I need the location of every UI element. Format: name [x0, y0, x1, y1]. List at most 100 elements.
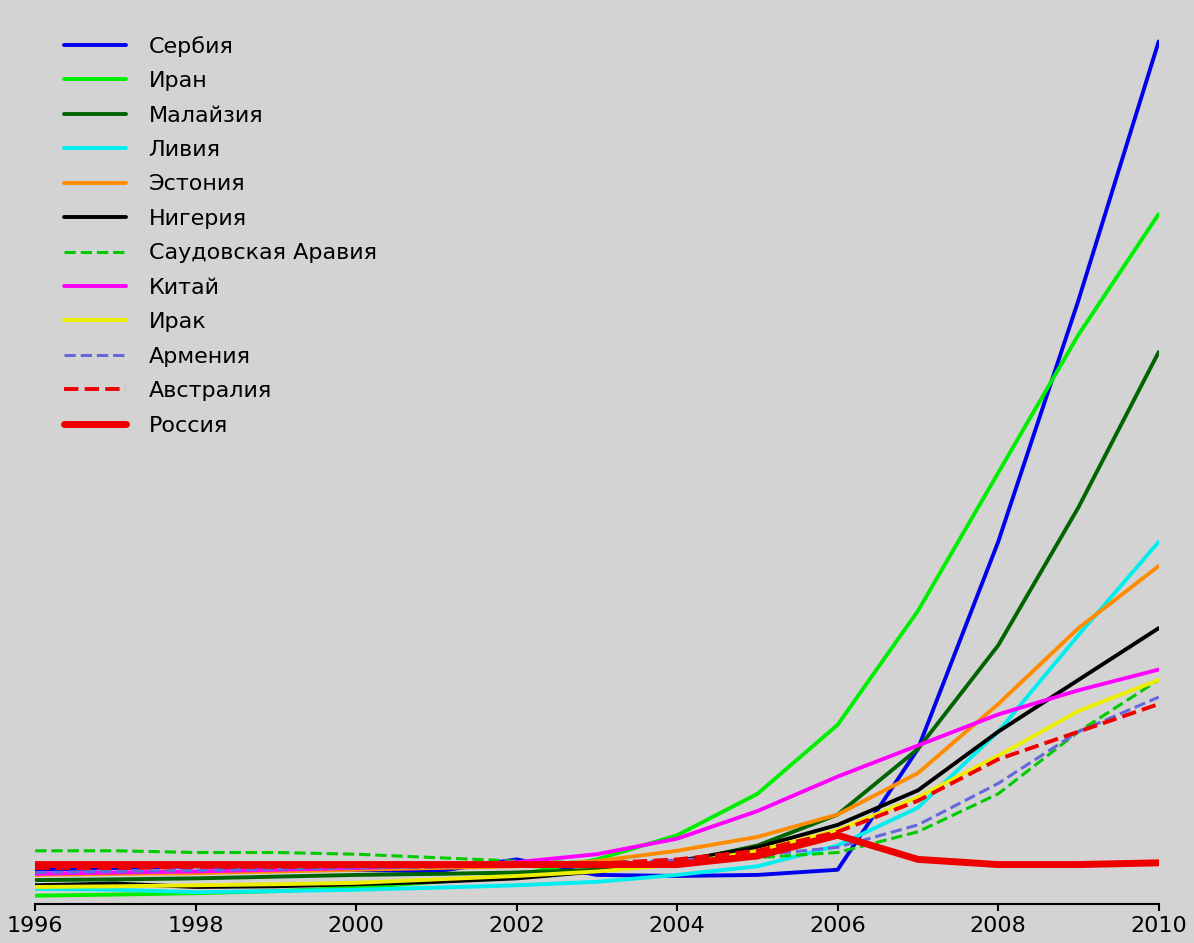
- Line: Малайзия: Малайзия: [35, 352, 1158, 880]
- Нигерия: [269, 881, 283, 892]
- Саудовская Аравия: [510, 855, 524, 867]
- Австралия: [1151, 699, 1165, 710]
- Нигерия: [991, 726, 1005, 737]
- Нигерия: [1151, 622, 1165, 634]
- Австралия: [1071, 726, 1085, 737]
- Line: Иран: Иран: [35, 214, 1158, 896]
- Армения: [750, 850, 764, 861]
- Малайзия: [590, 864, 604, 875]
- Ливия: [911, 802, 925, 813]
- Иран: [1151, 208, 1165, 220]
- Иран: [430, 876, 444, 887]
- Ливия: [27, 883, 42, 894]
- Нигерия: [750, 842, 764, 853]
- Сербия: [911, 743, 925, 754]
- Ливия: [109, 885, 123, 896]
- Китай: [27, 869, 42, 880]
- Малайзия: [510, 867, 524, 878]
- Россия: [750, 851, 764, 862]
- Line: Ирак: Ирак: [35, 680, 1158, 887]
- Ирак: [911, 791, 925, 802]
- Нигерия: [349, 879, 363, 890]
- Line: Саудовская Аравия: Саудовская Аравия: [35, 680, 1158, 863]
- Россия: [109, 859, 123, 870]
- Line: Нигерия: Нигерия: [35, 628, 1158, 887]
- Ирак: [1071, 705, 1085, 717]
- Сербия: [1151, 36, 1165, 47]
- Россия: [1071, 859, 1085, 870]
- Австралия: [109, 862, 123, 873]
- Ливия: [349, 885, 363, 896]
- Line: Ливия: Ливия: [35, 542, 1158, 892]
- Саудовская Аравия: [1151, 674, 1165, 686]
- Россия: [590, 859, 604, 870]
- Китай: [831, 770, 845, 782]
- Нигерия: [430, 876, 444, 887]
- Ирак: [670, 859, 684, 870]
- Иран: [269, 885, 283, 897]
- Армения: [831, 842, 845, 853]
- Нигерия: [911, 785, 925, 796]
- Австралия: [590, 858, 604, 869]
- Сербия: [991, 537, 1005, 548]
- Эстония: [269, 866, 283, 877]
- Малайзия: [109, 874, 123, 885]
- Австралия: [510, 860, 524, 871]
- Нигерия: [189, 882, 203, 893]
- Австралия: [27, 862, 42, 873]
- Австралия: [269, 861, 283, 872]
- Ирак: [109, 881, 123, 892]
- Иран: [109, 889, 123, 901]
- Малайзия: [269, 871, 283, 883]
- Иран: [831, 720, 845, 731]
- Австралия: [831, 826, 845, 837]
- Ирак: [750, 845, 764, 856]
- Ирак: [349, 877, 363, 888]
- Эстония: [1071, 622, 1085, 634]
- Китай: [911, 740, 925, 752]
- Россия: [430, 859, 444, 870]
- Иран: [189, 887, 203, 899]
- Ливия: [269, 885, 283, 897]
- Китай: [510, 856, 524, 868]
- Австралия: [911, 795, 925, 806]
- Сербия: [510, 853, 524, 865]
- Ирак: [590, 866, 604, 877]
- Ливия: [189, 886, 203, 898]
- Эстония: [430, 862, 444, 873]
- Нигерия: [590, 866, 604, 877]
- Сербия: [590, 869, 604, 881]
- Сербия: [109, 862, 123, 873]
- Иран: [1071, 329, 1085, 340]
- Армения: [1071, 726, 1085, 737]
- Саудовская Аравия: [911, 826, 925, 837]
- Line: Китай: Китай: [35, 670, 1158, 874]
- Китай: [991, 709, 1005, 720]
- Эстония: [750, 832, 764, 843]
- Малайзия: [1071, 502, 1085, 513]
- Россия: [670, 859, 684, 870]
- Ливия: [991, 726, 1005, 737]
- Саудовская Аравия: [590, 857, 604, 869]
- Эстония: [27, 869, 42, 881]
- Эстония: [510, 861, 524, 872]
- Иран: [349, 882, 363, 893]
- Австралия: [189, 861, 203, 872]
- Иран: [911, 605, 925, 617]
- Малайзия: [750, 840, 764, 852]
- Армения: [911, 819, 925, 831]
- Саудовская Аравия: [349, 849, 363, 860]
- Сербия: [430, 866, 444, 877]
- Line: Россия: Россия: [35, 835, 1158, 865]
- Армения: [189, 865, 203, 876]
- Армения: [510, 860, 524, 871]
- Саудовская Аравия: [430, 852, 444, 864]
- Сербия: [750, 869, 764, 881]
- Малайзия: [349, 869, 363, 881]
- Line: Сербия: Сербия: [35, 41, 1158, 876]
- Армения: [1151, 691, 1165, 703]
- Ливия: [831, 840, 845, 852]
- Сербия: [670, 870, 684, 882]
- Саудовская Аравия: [831, 847, 845, 858]
- Малайзия: [430, 869, 444, 880]
